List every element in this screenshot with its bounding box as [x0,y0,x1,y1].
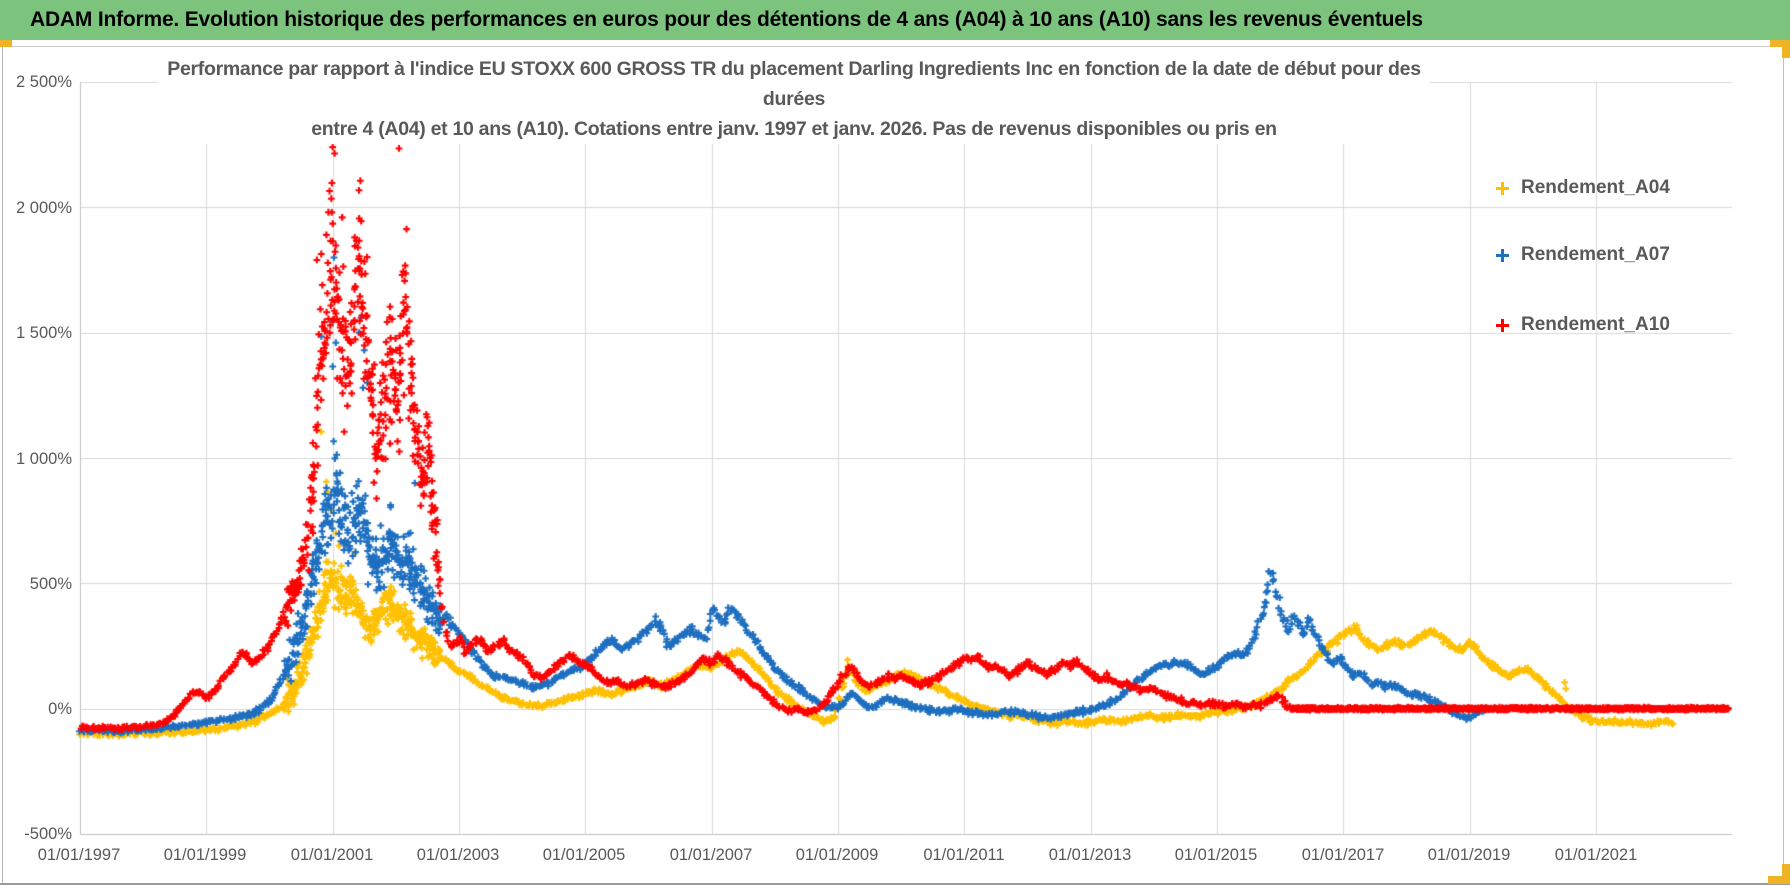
chart-title-line2: entre 4 (A04) et 10 ans (A10). Cotations… [311,118,1277,140]
y-tick-label: 2 500% [16,73,72,91]
x-tick-label: 01/01/1997 [37,846,121,864]
x-tick-label: 01/01/2009 [795,846,879,864]
x-tick-label: 01/01/2019 [1427,846,1511,864]
header-banner: ADAM Informe. Evolution historique des p… [0,0,1790,40]
x-tick-label: 01/01/2005 [542,846,626,864]
chart-title: Performance par rapport à l'indice EU ST… [158,54,1430,144]
x-tick-label: 01/01/2011 [923,846,1005,864]
plus-marker-icon [1496,248,1509,262]
frame-left-border [2,46,3,884]
x-tick-label: 01/01/1999 [163,846,247,864]
legend-label: Rendement_A04 [1521,177,1670,198]
gold-corner-bottom-right-icon [1782,864,1790,884]
x-tick-label: 01/01/2001 [290,846,374,864]
plus-marker-icon [1496,181,1509,195]
legend-label: Rendement_A10 [1521,314,1670,335]
x-tick-label: 01/01/2003 [416,846,500,864]
gold-corner-top-right-icon [1770,40,1790,47]
x-tick-label: 01/01/2007 [669,846,753,864]
legend-label: Rendement_A07 [1521,244,1670,265]
frame-right-border [1783,46,1784,884]
plus-marker-icon [1496,318,1509,332]
y-tick-label: 1 000% [16,450,72,468]
y-tick-label: 0% [48,700,72,718]
frame-bottom-border [0,883,1790,885]
y-tick-label: 2 000% [16,199,72,217]
chart-title-line1: Performance par rapport à l'indice EU ST… [167,58,1421,110]
frame-top-divider [0,46,1790,47]
y-tick-label: 500% [29,575,72,593]
gold-corner-bottom-right-icon [1768,876,1790,884]
x-tick-label: 01/01/2017 [1301,846,1385,864]
x-tick-label: 01/01/2013 [1048,846,1132,864]
y-tick-label: -500% [24,825,72,843]
header-title: ADAM Informe. Evolution historique des p… [30,8,1423,31]
gold-accent-left [0,40,12,47]
x-tick-label: 01/01/2015 [1174,846,1258,864]
legend-item-rendement-a07[interactable]: Rendement_A07 [1496,241,1670,269]
y-tick-label: 1 500% [16,324,72,342]
legend-item-rendement-a04[interactable]: Rendement_A04 [1496,174,1670,202]
x-tick-label: 01/01/2021 [1554,846,1638,864]
legend-item-rendement-a10[interactable]: Rendement_A10 [1496,311,1670,339]
gold-corner-top-right-icon [1782,40,1790,58]
